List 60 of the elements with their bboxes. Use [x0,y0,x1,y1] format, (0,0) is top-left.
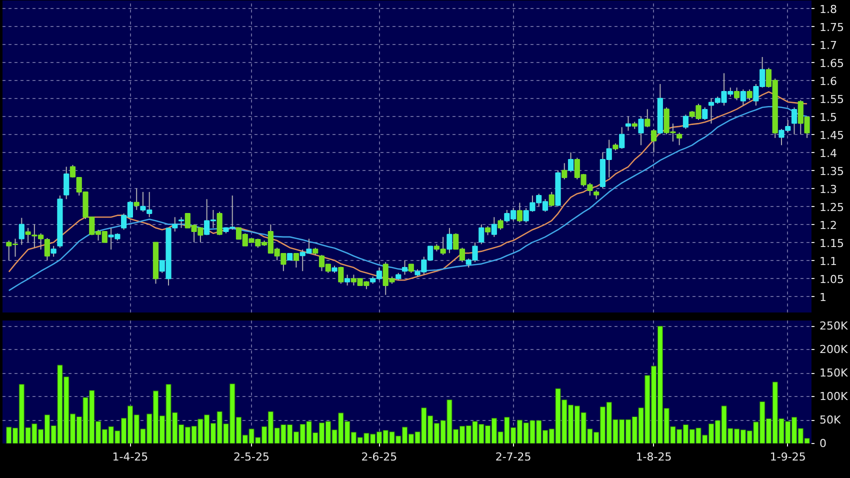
x-tick-label: 2-6-25 [361,450,398,464]
y-tick-label: 150K [820,366,848,380]
candlestick [568,152,574,173]
candlestick [740,88,746,106]
y-tick-label: 1 [820,290,826,304]
candlestick [676,132,682,146]
y-tick-label: 1.3 [820,182,837,196]
y-tick-label: 1.4 [820,146,837,160]
candlestick [402,260,408,276]
y-tick-label: 200K [820,343,848,356]
candlestick [134,188,140,210]
y-tick-label: 1.8 [820,2,837,16]
y-tick-label: 1.45 [820,128,844,142]
x-tick-label: 2-7-25 [495,450,532,464]
y-tick-label: 1.7 [820,38,837,52]
candlestick [682,114,689,130]
y-tick-label: 1.6 [820,74,837,88]
y-tick-label: 1.65 [820,56,844,70]
y-tick-label: 1.25 [820,200,844,214]
candlestick [702,106,708,120]
y-tick-label: 100K [820,390,848,404]
y-tick-label: 1.75 [820,20,844,34]
candlestick [548,191,554,207]
candlestick [446,227,452,254]
candlestick [562,162,568,180]
y-tick-label: 1.35 [820,164,844,178]
candlestick [734,87,740,101]
y-tick-label: 0 [820,437,826,450]
candlestick [644,108,650,128]
candlestick [478,224,484,245]
y-tick-label: 250K [820,320,848,333]
candlestick [746,88,752,101]
candlestick [650,128,657,153]
candlestick [619,126,625,150]
candlestick [491,216,497,238]
x-tick-label: 1-4-25 [112,450,148,464]
candlestick [344,274,350,286]
y-tick-label: 50K [820,414,842,427]
y-tick-label: 1.2 [820,218,837,232]
x-tick-label: 2-5-25 [234,450,270,464]
candlestick [50,245,56,258]
x-tick-label: 1-9-25 [770,450,806,464]
candlestick [638,116,644,146]
y-tick-label: 1.1 [820,254,837,268]
candlestick [18,217,24,246]
candlestick [44,238,50,261]
candlestick [178,216,184,228]
candlestick [516,202,522,224]
candlestick [293,252,300,268]
candlestick [338,266,344,284]
y-tick-label: 1.55 [820,92,844,106]
candlestick [216,211,222,236]
candlestick [64,166,70,200]
candlestick [625,116,632,132]
y-tick-label: 1.15 [820,236,844,250]
y-tick-label: 1.05 [820,272,844,286]
candlestick [791,106,798,135]
candlestick [498,218,504,230]
y-tick-label: 1.5 [820,110,837,124]
x-tick-label: 1-8-25 [636,450,672,464]
